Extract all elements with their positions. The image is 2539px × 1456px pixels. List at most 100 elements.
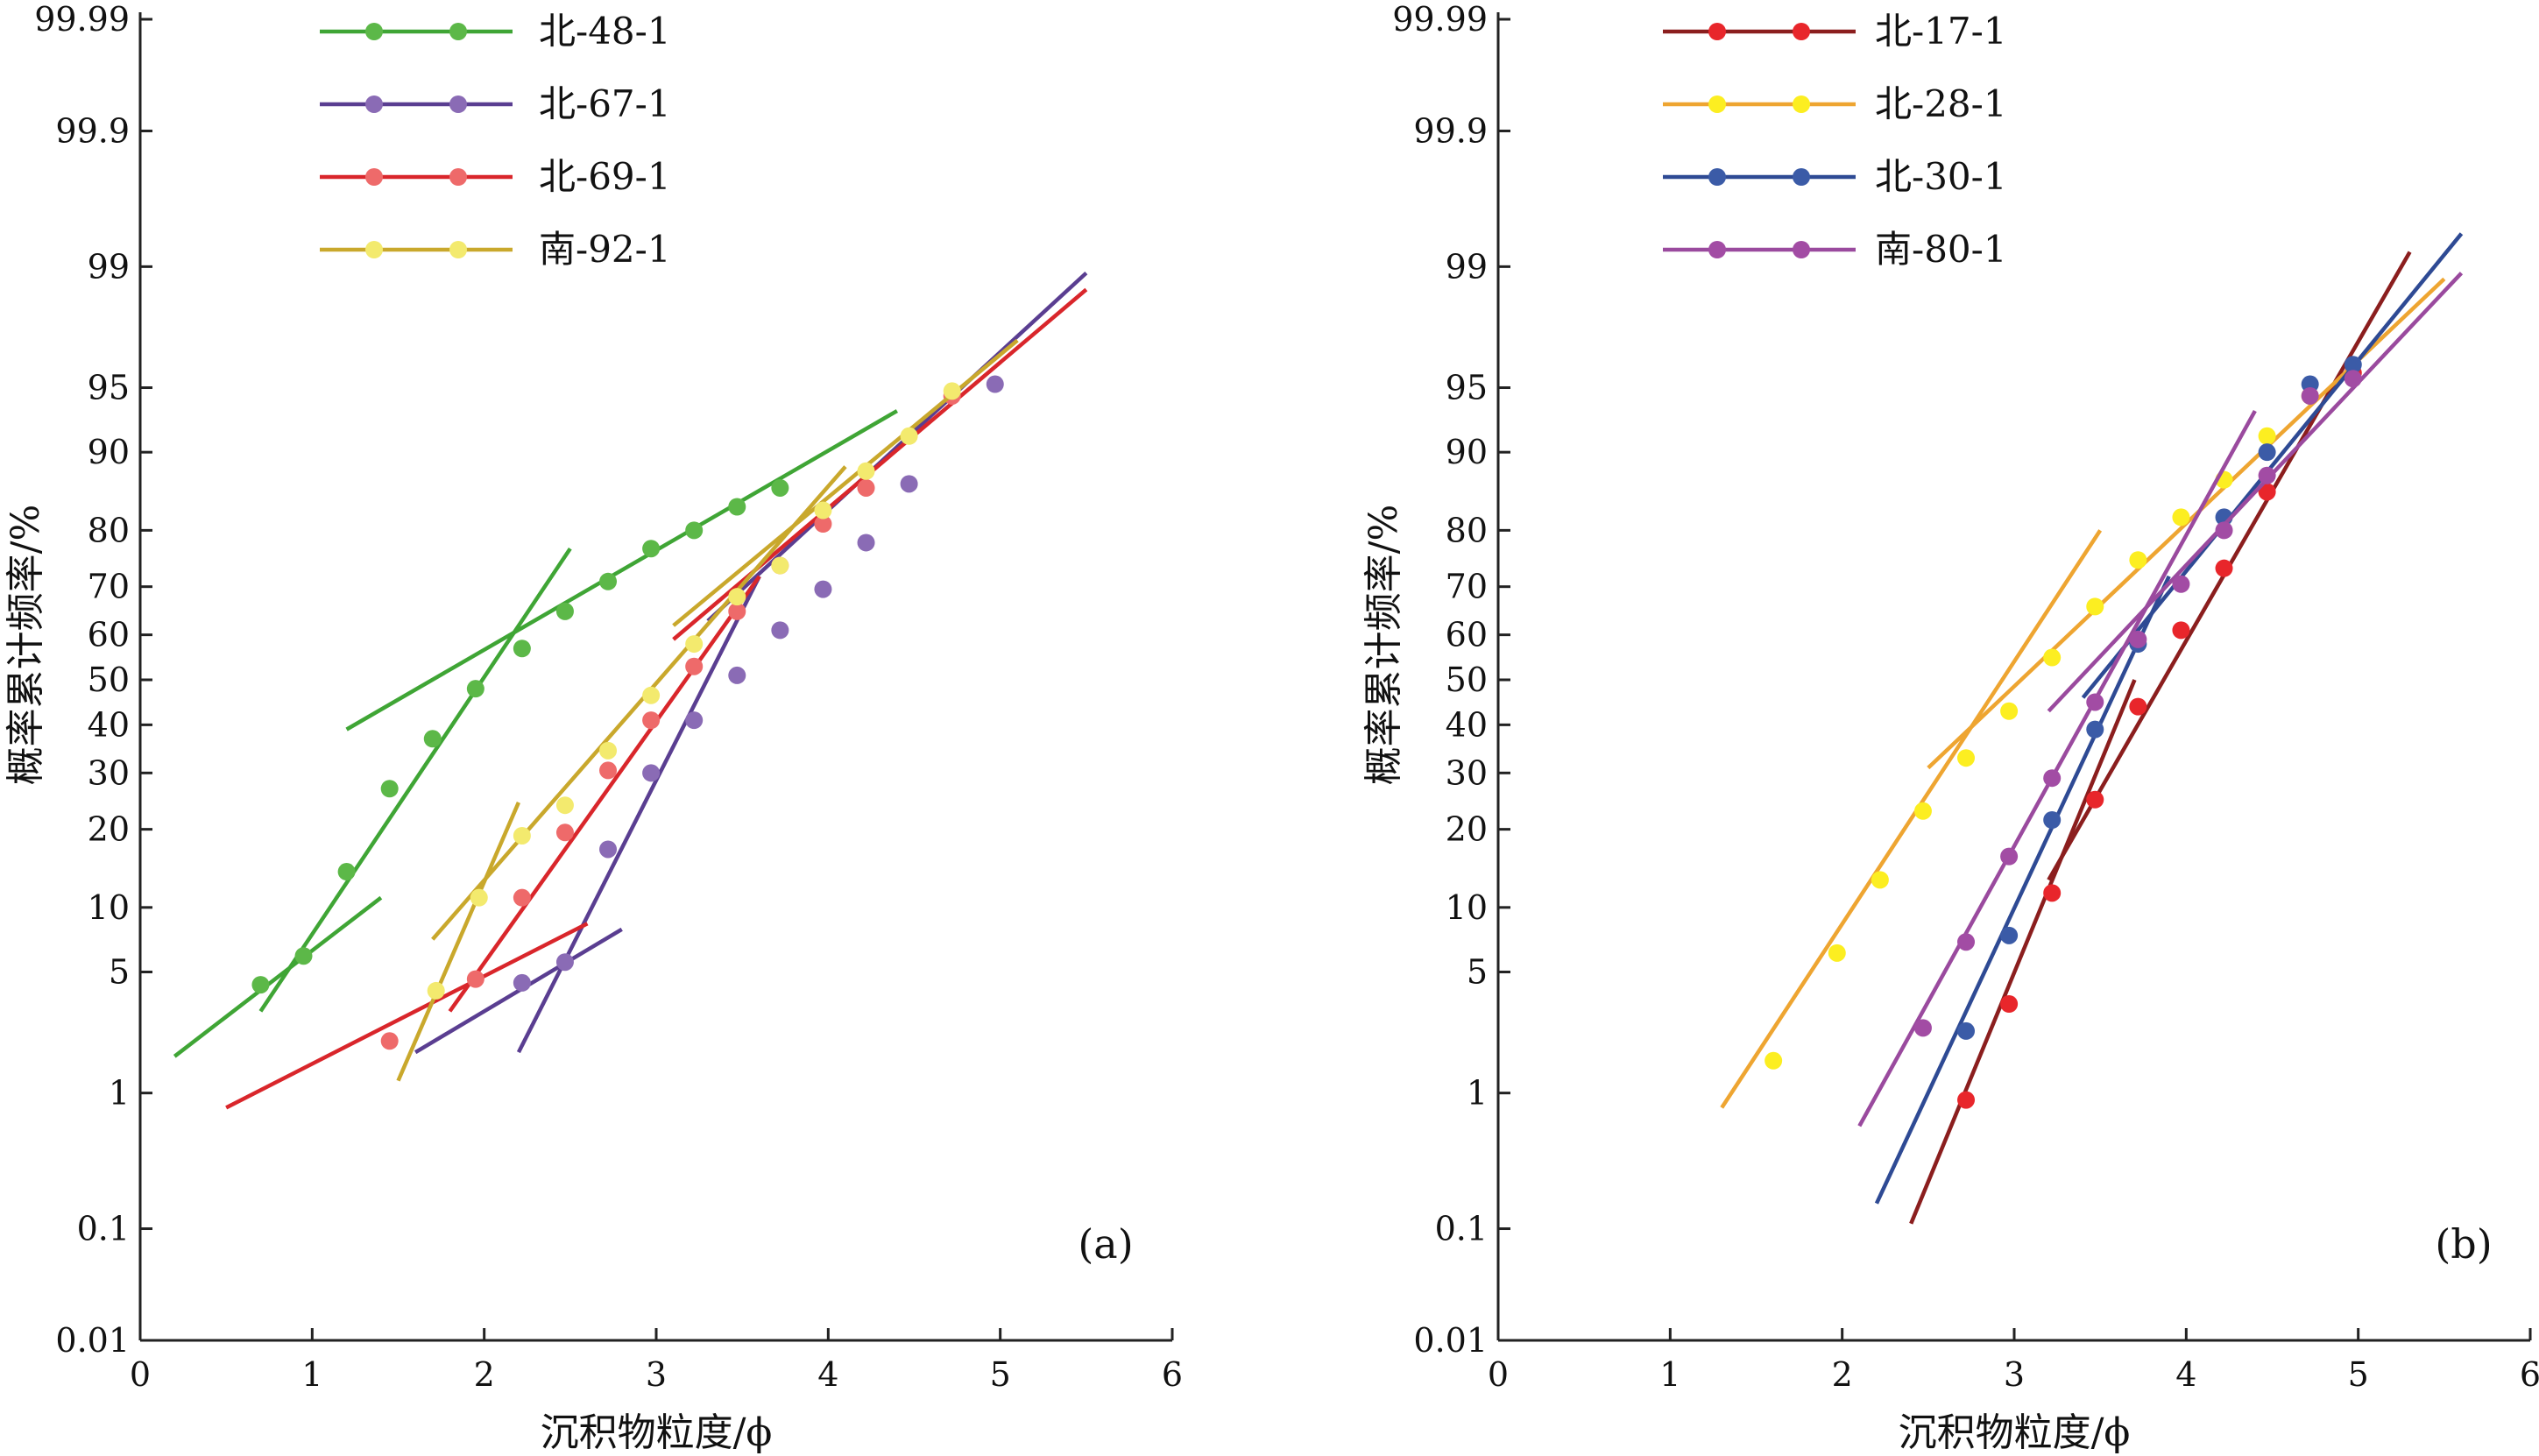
data-point — [1957, 749, 1976, 767]
data-point — [2000, 995, 2019, 1014]
y-tick-label: 80 — [88, 511, 130, 549]
data-point — [1871, 871, 1889, 889]
data-point — [2043, 811, 2062, 830]
panel-label: (b) — [2435, 1220, 2492, 1268]
y-tick-label: 50 — [1446, 661, 1488, 699]
legend-marker — [1708, 241, 1726, 258]
data-point — [2129, 630, 2147, 648]
y-tick-label: 0.01 — [1413, 1321, 1488, 1360]
y-tick-label: 95 — [1446, 369, 1488, 407]
fit-line — [1857, 409, 2257, 1127]
data-point — [2172, 621, 2190, 640]
y-tick-label: 5 — [109, 952, 130, 991]
data-point — [251, 976, 270, 994]
data-point — [513, 640, 531, 658]
legend-label: 南-92-1 — [539, 228, 671, 271]
data-point — [771, 621, 789, 640]
x-tick-label: 5 — [2348, 1355, 2369, 1394]
data-point — [642, 686, 661, 704]
data-point — [2258, 427, 2276, 445]
legend-marker — [449, 241, 467, 258]
data-point — [555, 823, 574, 842]
data-point — [2215, 559, 2233, 577]
fit-line — [173, 895, 383, 1058]
y-tick-label: 50 — [88, 661, 130, 699]
y-tick-label: 70 — [1446, 568, 1488, 606]
data-point — [814, 580, 832, 598]
data-point — [728, 588, 746, 606]
y-tick-label: 60 — [1446, 616, 1488, 654]
x-tick-label: 3 — [2004, 1355, 2025, 1394]
data-point — [1913, 802, 1932, 820]
data-point — [1957, 933, 1976, 951]
data-point — [2258, 466, 2276, 484]
y-tick-label: 99.99 — [1392, 0, 1488, 39]
data-point — [857, 462, 875, 480]
y-tick-label: 30 — [1446, 753, 1488, 792]
y-tick-label: 60 — [88, 616, 130, 654]
fit-line — [431, 465, 847, 941]
data-point — [1957, 1091, 1976, 1109]
y-tick-label: 90 — [88, 433, 130, 471]
data-point — [685, 521, 704, 540]
legend-marker — [449, 168, 467, 186]
data-point — [466, 680, 484, 698]
fit-line — [2047, 272, 2464, 713]
data-point — [900, 427, 918, 445]
y-axis-title: 概率累计频率/% — [1361, 505, 1406, 786]
data-point — [685, 635, 704, 654]
y-tick-label: 40 — [1446, 705, 1488, 744]
data-point — [728, 498, 746, 516]
data-point — [2086, 720, 2104, 739]
data-point — [771, 556, 789, 575]
y-tick-label: 20 — [88, 810, 130, 849]
data-point — [2000, 702, 2019, 720]
data-point — [2043, 884, 2062, 902]
data-point — [2215, 521, 2233, 540]
data-point — [814, 515, 832, 534]
data-point — [1913, 1019, 1932, 1037]
data-point — [1957, 1021, 1976, 1040]
legend-marker — [365, 168, 383, 186]
data-point — [599, 761, 618, 780]
data-point — [2086, 597, 2104, 616]
x-tick-label: 5 — [990, 1355, 1011, 1394]
y-tick-label: 99 — [88, 247, 130, 286]
fit-line — [1720, 529, 2103, 1109]
legend-label: 北-30-1 — [1875, 155, 2007, 198]
data-point — [2344, 356, 2362, 374]
data-point — [513, 826, 531, 845]
data-point — [337, 863, 356, 881]
y-tick-label: 0.1 — [77, 1210, 130, 1248]
legend-label: 北-48-1 — [539, 10, 671, 53]
data-point — [642, 711, 661, 730]
x-tick-label: 0 — [1488, 1355, 1509, 1394]
data-point — [728, 666, 746, 684]
panel-a: 0.010.115102030405060708090959999.999.99… — [4, 0, 1183, 1455]
data-point — [599, 741, 618, 760]
data-point — [642, 764, 661, 782]
data-point — [1828, 944, 1846, 962]
x-tick-label: 6 — [2520, 1355, 2539, 1394]
fit-line — [1909, 679, 2137, 1225]
data-point — [857, 534, 875, 552]
y-tick-label: 99.9 — [1413, 111, 1488, 150]
data-point — [2129, 551, 2147, 569]
x-tick-label: 4 — [2175, 1355, 2196, 1394]
fit-line — [1874, 575, 2171, 1205]
legend-marker — [1793, 168, 1810, 186]
legend-marker — [1793, 23, 1810, 40]
fit-line — [516, 575, 761, 1054]
fit-line — [706, 271, 1088, 623]
x-tick-label: 1 — [301, 1355, 322, 1394]
data-point — [555, 953, 574, 972]
legend-marker — [365, 23, 383, 40]
data-point — [2129, 697, 2147, 716]
fit-line — [672, 287, 1088, 641]
fit-line — [672, 338, 1019, 627]
x-tick-label: 1 — [1659, 1355, 1680, 1394]
data-point — [555, 796, 574, 815]
data-point — [986, 375, 1004, 393]
y-tick-label: 0.1 — [1435, 1210, 1488, 1248]
data-point — [685, 657, 704, 675]
